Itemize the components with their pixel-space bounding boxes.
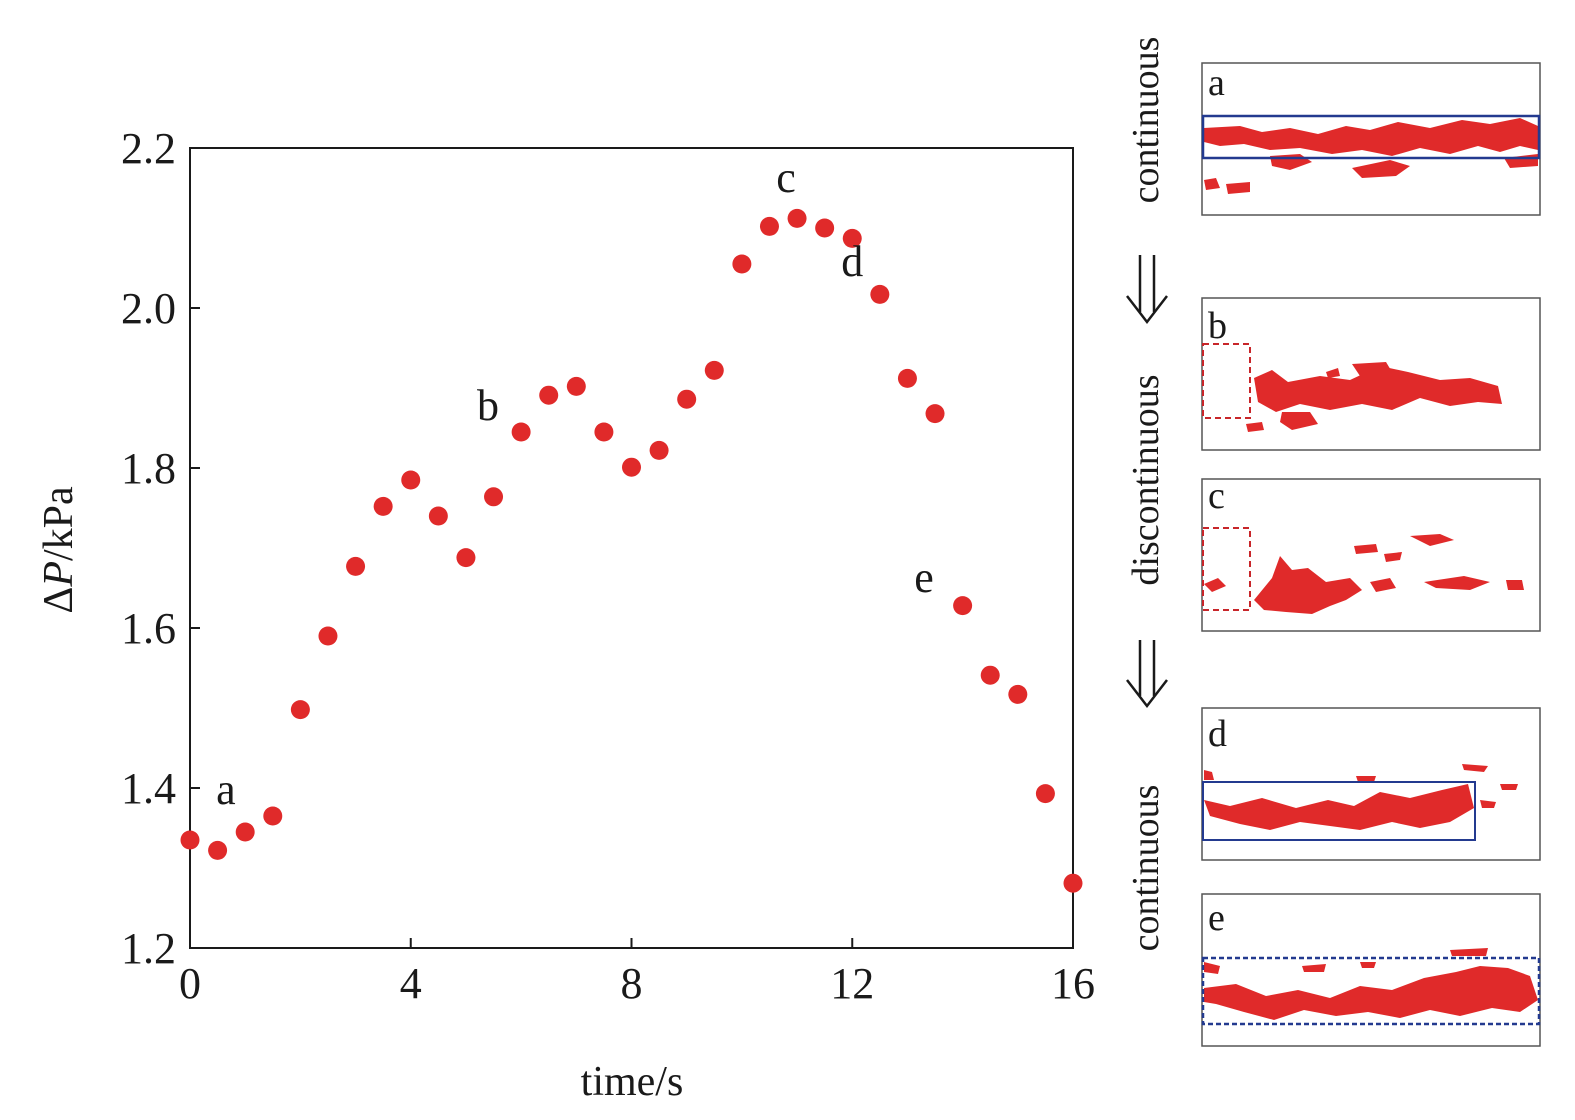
discontinuous-region-box xyxy=(1202,343,1251,419)
x-tick-label: 8 xyxy=(621,959,643,1008)
panel-a: a xyxy=(1201,62,1541,216)
x-axis-label: time/s xyxy=(581,1059,684,1105)
data-point xyxy=(732,254,752,274)
flow-regime-column: continuous discontinuous continuous xyxy=(1125,37,1168,952)
data-point xyxy=(925,404,945,424)
data-point xyxy=(649,440,669,460)
panel-label: a xyxy=(1208,62,1225,104)
fluid-blob xyxy=(1204,534,1524,614)
data-point xyxy=(235,822,255,842)
data-points xyxy=(180,208,1083,893)
flow-label-middle: discontinuous xyxy=(1125,374,1167,585)
data-point xyxy=(704,360,724,380)
data-point xyxy=(787,208,807,228)
continuous-region-box xyxy=(1202,781,1476,841)
fluid-blob xyxy=(1246,362,1502,432)
continuous-region-box xyxy=(1201,114,1541,160)
data-point xyxy=(401,470,421,490)
data-point xyxy=(1035,784,1055,804)
data-point xyxy=(456,548,476,568)
y-axis-label-unit: /kPa xyxy=(36,486,82,561)
panel-label: e xyxy=(1208,897,1225,939)
panel-e: e xyxy=(1201,893,1541,1047)
fluid-blob xyxy=(1204,764,1518,830)
double-arrow-down-icon xyxy=(1126,255,1168,325)
y-tick-label: 1.6 xyxy=(121,604,176,653)
y-tick-label: 1.2 xyxy=(121,924,176,973)
data-point xyxy=(842,228,862,248)
data-point xyxy=(484,487,504,507)
x-tick-label: 0 xyxy=(179,959,201,1008)
x-tick-label: 4 xyxy=(400,959,422,1008)
double-arrow-down-icon xyxy=(1126,640,1168,709)
plot-frame xyxy=(189,147,1074,949)
panel-d: d xyxy=(1201,707,1541,861)
y-axis-label-prefix: Δ xyxy=(36,587,82,614)
data-point xyxy=(208,840,228,860)
y-axis-ticks: 1.2 1.4 1.6 1.8 2.0 2.2 xyxy=(121,124,200,973)
data-point xyxy=(290,700,310,720)
data-point xyxy=(180,830,200,850)
point-annotation: b xyxy=(477,381,499,430)
data-point xyxy=(677,389,697,409)
discontinuous-region-box xyxy=(1202,527,1251,611)
point-annotation: c xyxy=(776,153,796,202)
data-point xyxy=(594,422,614,442)
data-point xyxy=(1008,684,1028,704)
data-point xyxy=(511,422,531,442)
panel-b: b xyxy=(1201,297,1541,451)
panel-frame xyxy=(1201,478,1541,632)
data-point xyxy=(566,376,586,396)
snapshot-panels: a b c xyxy=(1201,62,1541,1047)
y-tick-label: 2.2 xyxy=(121,124,176,173)
y-axis-label-symbol: P xyxy=(36,561,82,588)
x-tick-label: 12 xyxy=(830,959,874,1008)
data-point xyxy=(539,385,559,405)
pressure-chart: 1.2 1.4 1.6 1.8 2.0 2.2 0 4 8 12 16 time/s ΔP/kPa… xyxy=(36,124,1095,1105)
data-point xyxy=(870,284,890,304)
y-tick-label: 2.0 xyxy=(121,284,176,333)
point-annotation: e xyxy=(914,553,934,602)
panel-label: b xyxy=(1208,305,1227,347)
continuous-region-box xyxy=(1201,956,1541,1026)
data-point xyxy=(318,626,338,646)
data-point xyxy=(897,368,917,388)
data-point xyxy=(622,457,641,477)
data-point xyxy=(953,596,973,616)
panel-label: c xyxy=(1208,475,1225,517)
panel-c: c xyxy=(1201,475,1541,632)
point-annotations: a b cd e xyxy=(216,153,934,814)
data-point xyxy=(815,218,835,238)
flow-label-top: continuous xyxy=(1125,37,1167,204)
panel-frame xyxy=(1201,707,1541,861)
flow-label-bottom: continuous xyxy=(1125,785,1167,952)
data-point xyxy=(373,496,393,516)
x-axis-ticks: 0 4 8 12 16 xyxy=(179,938,1095,1008)
data-point xyxy=(759,216,779,236)
y-axis-label: ΔP/kPa xyxy=(36,486,82,614)
data-point xyxy=(346,556,366,576)
x-tick-label: 16 xyxy=(1051,959,1095,1008)
data-point xyxy=(263,806,283,826)
y-tick-label: 1.4 xyxy=(121,764,176,813)
data-point xyxy=(1063,873,1083,893)
panel-label: d xyxy=(1208,713,1227,755)
point-annotation: d xyxy=(841,237,863,286)
y-tick-label: 1.8 xyxy=(121,444,176,493)
fluid-blob xyxy=(1204,948,1538,1020)
data-point xyxy=(428,506,448,526)
data-point xyxy=(980,665,1000,685)
point-annotation: a xyxy=(216,765,236,814)
